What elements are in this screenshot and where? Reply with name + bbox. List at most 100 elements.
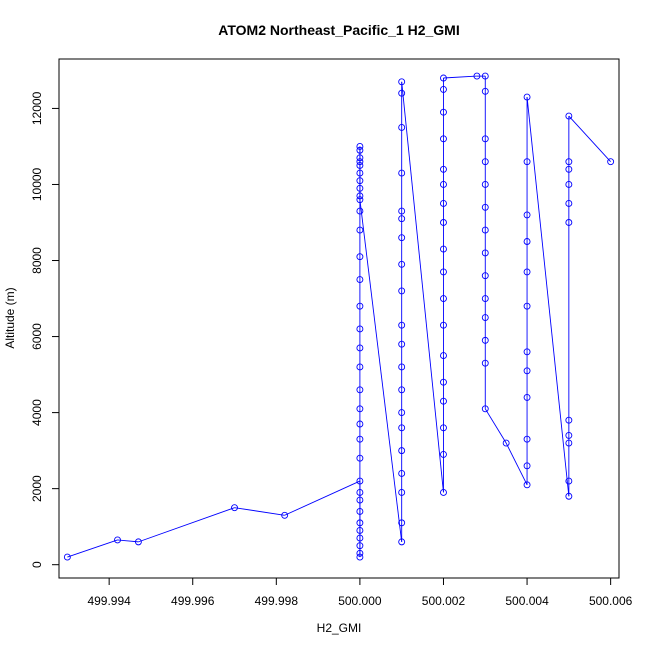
data-point: [565, 181, 573, 188]
y-tick-label: 12000: [30, 91, 44, 125]
y-axis: 0 2000 4000 6000 8000 10000 12000: [30, 91, 60, 568]
data-point: [281, 511, 289, 519]
data-point: [356, 549, 364, 557]
x-tick-label: 499.998: [255, 594, 299, 608]
data-point: [565, 492, 573, 500]
data-point: [356, 177, 364, 185]
data-point: [356, 276, 364, 283]
data-point: [356, 454, 364, 462]
x-tick-label: 500.004: [505, 594, 549, 608]
data-point: [440, 295, 447, 302]
data-point: [440, 108, 447, 116]
data-point: [523, 435, 531, 443]
series-segment: [359, 199, 403, 542]
data-point: [356, 496, 364, 504]
data-point: [523, 211, 531, 219]
data-point: [356, 158, 364, 166]
data-point: [356, 435, 364, 443]
data-point: [607, 158, 615, 166]
data-point: [481, 72, 489, 80]
data-point: [481, 135, 489, 143]
data-point: [440, 450, 447, 458]
data-point: [440, 74, 447, 82]
data-point: [356, 325, 364, 333]
data-point: [523, 238, 531, 245]
x-tick-label: 499.994: [87, 594, 131, 608]
y-tick-label: 8000: [30, 247, 44, 274]
data-point: [565, 219, 573, 226]
data-point: [398, 424, 406, 432]
data-point: [481, 359, 489, 367]
data-point: [481, 272, 489, 280]
data-point: [502, 439, 510, 447]
data-point: [63, 553, 71, 561]
data-point: [356, 253, 364, 261]
data-point: [565, 165, 573, 173]
data-point: [356, 207, 364, 215]
data-point: [398, 260, 406, 268]
data-point: [440, 85, 447, 93]
data-point: [356, 534, 364, 542]
series-segment: [117, 539, 139, 543]
data-point: [481, 87, 489, 95]
data-point: [398, 363, 406, 371]
data-point: [523, 393, 531, 401]
data-point: [398, 447, 406, 455]
data-point: [440, 424, 447, 432]
chart-title: ATOM2 Northeast_Pacific_1 H2_GMI: [218, 22, 459, 38]
data-point: [481, 249, 489, 257]
data-point: [356, 184, 364, 192]
data-point: [440, 378, 447, 386]
data-point: [398, 89, 406, 97]
data-point: [356, 553, 364, 561]
series-segment: [526, 96, 570, 497]
data-point: [356, 420, 364, 428]
data-point: [481, 203, 489, 211]
data-point: [481, 336, 489, 344]
data-point: [440, 165, 447, 173]
data-point: [356, 527, 364, 534]
data-point: [481, 405, 489, 413]
data-point: [356, 363, 364, 371]
data-point: [523, 367, 531, 375]
data-point: [473, 72, 481, 80]
data-point: [114, 536, 121, 544]
data-point: [231, 504, 238, 512]
data-point: [398, 78, 406, 86]
data-point: [523, 93, 531, 101]
x-tick-label: 499.996: [171, 594, 215, 608]
data-point: [565, 200, 573, 207]
data-point: [440, 181, 447, 188]
data-point: [481, 181, 489, 188]
series-segment: [284, 480, 361, 516]
data-point: [523, 302, 531, 310]
data-point: [398, 489, 406, 496]
data-point: [356, 405, 364, 413]
data-point: [565, 431, 573, 439]
x-axis: 499.994 499.996 499.998 500.000 500.002 500.0…: [87, 577, 633, 608]
series-segment: [443, 75, 477, 79]
x-tick-label: 500.006: [589, 594, 633, 608]
series-lines: [67, 75, 611, 558]
y-tick-label: 10000: [30, 167, 44, 201]
data-point: [565, 416, 573, 424]
data-point: [440, 135, 447, 143]
data-point: [356, 169, 364, 177]
y-tick-label: 4000: [30, 399, 44, 426]
data-point: [440, 352, 447, 360]
data-point: [440, 321, 447, 329]
data-point: [134, 538, 142, 546]
data-point: [398, 234, 406, 242]
data-point: [523, 462, 531, 470]
series-segment: [401, 81, 444, 493]
data-point: [398, 469, 406, 477]
data-point: [398, 340, 406, 348]
series-segment: [138, 507, 235, 543]
data-point: [356, 477, 364, 485]
data-point: [356, 519, 364, 527]
data-point: [398, 321, 406, 329]
series-segment: [234, 507, 285, 516]
data-point: [356, 143, 364, 150]
data-point: [356, 196, 364, 204]
